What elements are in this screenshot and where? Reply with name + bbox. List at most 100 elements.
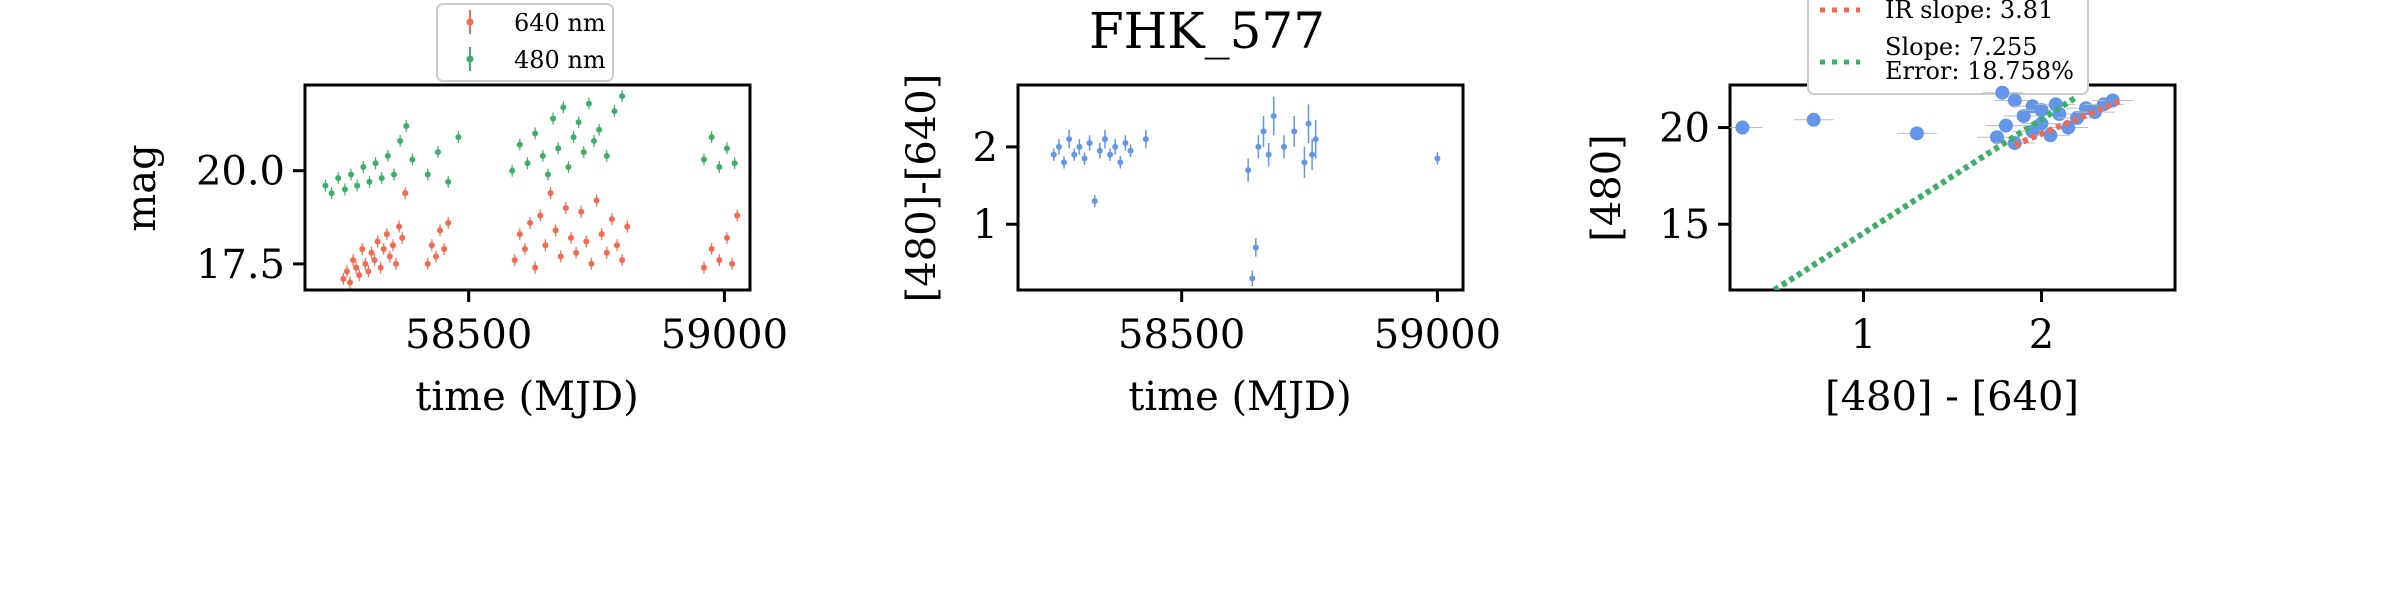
data-point: [1291, 128, 1298, 135]
data-point: [521, 246, 528, 252]
y-axis-label: mag: [119, 144, 165, 231]
data-point: [567, 234, 574, 241]
data-point: [583, 238, 590, 245]
data-point: [527, 219, 534, 226]
data-point: [593, 197, 600, 204]
data-point: [353, 264, 360, 271]
data-point: [445, 219, 452, 226]
data-point: [2048, 97, 2063, 112]
data-point: [343, 268, 350, 275]
data-point: [544, 171, 551, 178]
data-point: [362, 260, 369, 267]
data-point: [524, 160, 531, 167]
legend: 640 nm 480 nm: [436, 3, 614, 82]
plot-area: [1050, 96, 1441, 287]
data-point: [532, 130, 539, 137]
data-point: [360, 164, 367, 170]
x-tick-label: 1: [1851, 312, 1876, 358]
data-point: [1301, 159, 1308, 166]
data-point: [322, 182, 329, 189]
data-point: [455, 134, 462, 141]
data-point: [552, 227, 559, 234]
data-point: [341, 186, 348, 193]
data-point: [402, 190, 409, 197]
data-point: [396, 223, 403, 230]
data-point: [1909, 126, 1924, 141]
data-point: [1117, 159, 1124, 166]
y-axis-label: [480]-[640]: [899, 74, 945, 303]
data-point: [1091, 198, 1098, 205]
data-point: [428, 242, 435, 249]
legend-label-slope-line-1: Slope: 7.255: [1885, 33, 2038, 61]
data-point: [532, 264, 539, 271]
data-point: [560, 104, 567, 111]
fit-line: [2013, 97, 2123, 148]
y-tick-label: 20.0: [196, 149, 285, 195]
data-point: [347, 279, 354, 286]
data-point: [1280, 143, 1287, 150]
data-point: [424, 260, 431, 267]
data-point: [1066, 136, 1073, 143]
data-point: [734, 212, 741, 219]
data-point: [434, 149, 441, 156]
data-point: [1096, 147, 1103, 154]
data-point: [516, 231, 523, 238]
data-point: [562, 205, 569, 211]
x-tick-label: 2: [2029, 312, 2054, 358]
data-point: [445, 178, 452, 185]
data-point: [1107, 151, 1114, 158]
data-point: [1990, 130, 2004, 145]
data-point: [441, 246, 448, 252]
data-point: [619, 93, 626, 100]
data-point: [578, 208, 585, 215]
data-point: [380, 246, 387, 252]
x-axis-label: [480] - [640]: [1825, 374, 2079, 420]
axes-frame: [1016, 83, 1465, 292]
data-point: [1122, 140, 1129, 147]
data-point: [1312, 136, 1319, 143]
data-point: [590, 137, 597, 144]
axes-frame: [303, 83, 752, 292]
data-point: [542, 242, 549, 249]
data-point: [598, 231, 605, 238]
y-tick-label: 1: [973, 202, 998, 248]
data-point: [723, 234, 730, 241]
data-point: [386, 253, 393, 260]
data-point: [2007, 93, 2022, 108]
chart-title: FHK_577: [1089, 2, 1325, 60]
data-point: [348, 171, 355, 178]
data-point: [1142, 136, 1149, 143]
legend-marker-480nm: [466, 55, 474, 63]
data-point: [624, 223, 631, 230]
data-point: [1050, 151, 1057, 158]
data-point: [1434, 155, 1441, 162]
data-point: [1101, 136, 1108, 143]
data-point: [1071, 151, 1078, 158]
data-point: [603, 152, 610, 159]
data-point: [1995, 85, 2010, 100]
axes-frame: [1728, 83, 2177, 292]
data-point: [547, 190, 554, 197]
y-axis-label: [480]: [1584, 134, 1630, 242]
data-point: [1265, 151, 1272, 158]
data-point: [537, 212, 544, 219]
data-point: [437, 227, 444, 234]
legend-frame: [436, 3, 614, 82]
data-point: [708, 246, 715, 252]
data-point: [603, 249, 610, 256]
data-point: [557, 253, 564, 260]
data-point: [511, 257, 518, 264]
data-point: [403, 123, 410, 129]
data-point: [596, 126, 603, 133]
data-point: [350, 257, 357, 264]
data-point: [391, 171, 397, 178]
data-point: [384, 152, 391, 159]
legend-label-ir-slope: IR slope: 3.81: [1885, 0, 2053, 24]
x-tick-label: 58500: [405, 312, 532, 358]
y-tick-label: 2: [973, 125, 998, 171]
data-point: [716, 257, 723, 264]
data-point: [731, 160, 738, 167]
y-tick-label: 17.5: [196, 242, 285, 288]
data-point: [1252, 244, 1259, 251]
